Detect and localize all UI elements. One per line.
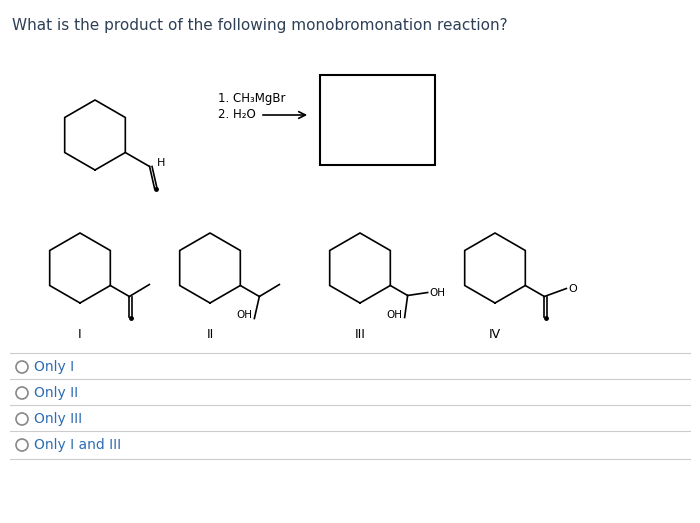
Text: Only II: Only II — [34, 386, 78, 400]
Text: Only III: Only III — [34, 412, 82, 426]
Text: Only I and III: Only I and III — [34, 438, 121, 452]
Text: II: II — [206, 328, 214, 341]
Text: I: I — [78, 328, 82, 341]
Text: H: H — [157, 157, 165, 167]
Text: IV: IV — [489, 328, 501, 341]
Text: 2. H₂O: 2. H₂O — [218, 108, 256, 121]
Text: OH: OH — [386, 310, 402, 320]
Text: III: III — [355, 328, 365, 341]
Text: OH: OH — [430, 288, 446, 298]
Bar — [320, 75, 435, 165]
Text: 1. CH₃MgBr: 1. CH₃MgBr — [218, 92, 286, 105]
Text: What is the product of the following monobromonation reaction?: What is the product of the following mon… — [12, 18, 507, 33]
Text: OH: OH — [237, 311, 253, 321]
Text: Only I: Only I — [34, 360, 74, 374]
Text: O: O — [568, 283, 577, 293]
FancyArrowPatch shape — [262, 112, 305, 118]
